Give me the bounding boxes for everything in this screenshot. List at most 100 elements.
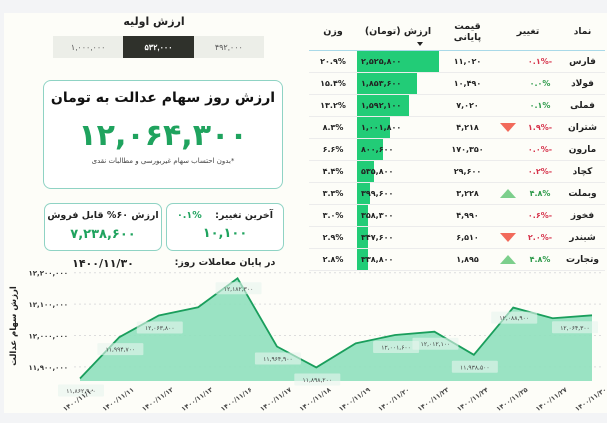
cell-value-text: ۵۳۵,۸۰۰ bbox=[361, 167, 394, 176]
cell-symbol: فارس bbox=[569, 56, 596, 67]
last-change-label: آخرین تغییر: bbox=[215, 210, 273, 221]
sellable-value-amount: ۷,۲۳۸,۶۰۰ bbox=[70, 227, 136, 242]
data-label: ۱۲,۰۸۸,۹۰۰ bbox=[499, 315, 529, 322]
data-label-bg bbox=[552, 321, 598, 334]
cell-trend bbox=[496, 233, 520, 242]
data-label: ۱۱,۹۳۸,۵۰۰ bbox=[460, 364, 490, 371]
x-tick-label: ۱۴۰۰/۱۱/۲۳ bbox=[416, 386, 451, 413]
cell-final-price: ۶,۵۱۰ bbox=[456, 233, 479, 242]
cell-change: -۰.۱% bbox=[527, 57, 553, 66]
cell-change: -۲.۰% bbox=[527, 233, 553, 242]
data-label: ۱۱,۸۹۸,۲۰۰ bbox=[303, 377, 333, 384]
x-tick-label: ۱۴۰۰/۱۱/۳۰ bbox=[574, 386, 607, 413]
data-label: ۱۲,۰۱۲,۱۰۰ bbox=[421, 341, 451, 348]
data-label: ۱۱,۹۶۴,۹۰۰ bbox=[263, 356, 293, 363]
cell-change: -۱.۹% bbox=[527, 123, 553, 132]
end-of-day-date: ۱۴۰۰/۱۱/۳۰ bbox=[72, 257, 134, 270]
table-row[interactable]: فارس -۰.۱% ۱۱,۰۲۰ ۲,۵۲۵,۸۰۰ ۲۰.۹% bbox=[309, 51, 605, 73]
data-label: ۱۱,۸۶۲,۹۰۰ bbox=[66, 388, 96, 395]
value-bar bbox=[357, 117, 390, 138]
table-row[interactable]: فخوز -۰.۶% ۴,۹۹۰ ۳۵۸,۳۰۰ ۳.۰% bbox=[309, 205, 605, 227]
value-bar bbox=[357, 51, 439, 72]
table-row[interactable]: مارون -۰.۰% ۱۷۰,۳۵۰ ۸۰۰,۶۰۰ ۶.۶% bbox=[309, 139, 605, 161]
value-bar bbox=[357, 205, 369, 226]
cell-weight: ۴.۴% bbox=[322, 167, 344, 176]
table-row[interactable]: وتجارت ۴.۸% ۱,۸۹۵ ۳۳۸,۸۰۰ ۲.۸% bbox=[309, 249, 605, 271]
table-row[interactable]: شبندر -۲.۰% ۶,۵۱۰ ۳۴۷,۶۰۰ ۲.۹% bbox=[309, 227, 605, 249]
cell-weight: ۶.۶% bbox=[322, 145, 344, 154]
table-row[interactable]: فولاد ۰.۰% ۱۰,۴۹۰ ۱,۸۵۳,۶۰۰ ۱۵.۴% bbox=[309, 73, 605, 95]
cell-value: ۱,۵۹۲,۱۰۰ bbox=[357, 95, 439, 116]
cell-symbol: فولاد bbox=[571, 78, 594, 89]
value-bar bbox=[357, 95, 409, 116]
table-row[interactable]: وبملت ۴.۸% ۳,۲۲۸ ۳۹۹,۶۰۰ ۳.۳% bbox=[309, 183, 605, 205]
cell-final-price: ۴,۹۹۰ bbox=[456, 211, 479, 220]
cell-trend bbox=[496, 189, 520, 198]
sellable-value-card: ارزش ۶۰% قابل فروش ۷,۲۳۸,۶۰۰ bbox=[44, 203, 162, 251]
cell-value: ۲,۵۲۵,۸۰۰ bbox=[357, 51, 439, 72]
cell-value-text: ۲,۵۲۵,۸۰۰ bbox=[361, 57, 402, 66]
value-bar bbox=[357, 73, 417, 94]
initial-value-option-1000000[interactable]: ۱,۰۰۰,۰۰۰ bbox=[53, 36, 124, 58]
daily-value-note: *بدون احتساب سهام غیربورسی و مطالبات نقد… bbox=[91, 157, 235, 165]
down-arrow-icon bbox=[500, 233, 516, 242]
cell-weight: ۸.۳% bbox=[322, 123, 344, 132]
cell-final-price: ۱۱,۰۲۰ bbox=[453, 57, 482, 66]
y-axis-label: ارزش سهام عدالت bbox=[9, 286, 19, 366]
x-tick-label: ۱۴۰۰/۱۱/۱۲ bbox=[140, 386, 175, 413]
cell-final-price: ۲۹,۶۰۰ bbox=[453, 167, 482, 176]
cell-change: ۰.۱% bbox=[529, 101, 551, 110]
x-tick-label: ۱۴۰۰/۱۱/۱۹ bbox=[337, 386, 372, 413]
sellable-value-label: ارزش ۶۰% قابل فروش bbox=[47, 210, 159, 221]
initial-value-option-532000[interactable]: ۵۳۲,۰۰۰ bbox=[123, 36, 194, 58]
data-label-bg bbox=[254, 352, 301, 365]
cell-change: ۴.۸% bbox=[529, 189, 551, 198]
header-symbol[interactable]: نماد bbox=[573, 26, 592, 37]
data-label: ۱۲,۰۶۴,۳۰۰ bbox=[560, 325, 590, 332]
sort-desc-icon bbox=[417, 42, 423, 46]
daily-value-card: ارزش روز سهام عدالت به تومان ۱۲,۰۶۴,۳۰۰ … bbox=[43, 80, 283, 189]
cell-value: ۱,۰۰۱,۸۰۰ bbox=[357, 117, 439, 138]
y-tick-label: ۱۲,۱۰۰,۰۰۰ bbox=[29, 301, 69, 309]
cell-weight: ۳.۳% bbox=[322, 189, 344, 198]
end-of-day-label: در پایان معاملات روز: bbox=[174, 257, 276, 268]
value-bar bbox=[357, 161, 375, 182]
table-row[interactable]: کچاد -۰.۲% ۲۹,۶۰۰ ۵۳۵,۸۰۰ ۴.۴% bbox=[309, 161, 605, 183]
header-final-price[interactable]: قیمت پایانی bbox=[453, 20, 482, 43]
header-weight[interactable]: وزن bbox=[323, 26, 343, 37]
holdings-table: نماد تغییر قیمت پایانی ارزش (تومان) وزن … bbox=[309, 13, 605, 271]
table-row[interactable]: فملی ۰.۱% ۷,۰۲۰ ۱,۵۹۲,۱۰۰ ۱۳.۲% bbox=[309, 95, 605, 117]
header-change[interactable]: تغییر bbox=[516, 26, 540, 37]
area-fill bbox=[80, 278, 592, 381]
cell-trend bbox=[496, 255, 520, 264]
cell-value-text: ۳۳۸,۸۰۰ bbox=[361, 255, 394, 264]
value-bar bbox=[357, 183, 371, 204]
cell-change: -۰.۶% bbox=[527, 211, 553, 220]
data-label-bg bbox=[373, 340, 420, 353]
cell-weight: ۲.۸% bbox=[322, 255, 344, 264]
data-label-bg bbox=[294, 373, 341, 386]
value-bar bbox=[357, 139, 384, 160]
data-label: ۱۲,۰۶۳,۸۰۰ bbox=[145, 325, 175, 332]
last-change-amount: ۱۰,۱۰۰ bbox=[202, 226, 248, 241]
initial-value-option-492000[interactable]: ۴۹۲,۰۰۰ bbox=[193, 36, 264, 58]
x-tick-label: ۱۴۰۰/۱۱/۲۰ bbox=[377, 386, 411, 413]
initial-value-selector: ۱,۰۰۰,۰۰۰ ۵۳۲,۰۰۰ ۴۹۲,۰۰۰ bbox=[53, 36, 264, 58]
cell-symbol: مارون bbox=[568, 144, 597, 155]
table-body: فارس -۰.۱% ۱۱,۰۲۰ ۲,۵۲۵,۸۰۰ ۲۰.۹% فولاد … bbox=[309, 51, 605, 271]
cell-value: ۵۳۵,۸۰۰ bbox=[357, 161, 439, 182]
cell-symbol: شبندر bbox=[569, 232, 596, 243]
table-row[interactable]: شتران -۱.۹% ۴,۲۱۸ ۱,۰۰۱,۸۰۰ ۸.۳% bbox=[309, 117, 605, 139]
data-label-bg bbox=[136, 321, 183, 334]
header-value[interactable]: ارزش (تومان) bbox=[357, 13, 439, 50]
x-tick-label: ۱۴۰۰/۱۱/۱۸ bbox=[298, 386, 333, 413]
cell-value: ۱,۸۵۳,۶۰۰ bbox=[357, 73, 439, 94]
cell-value: ۳۹۹,۶۰۰ bbox=[357, 183, 439, 204]
cell-value-text: ۳۹۹,۶۰۰ bbox=[361, 189, 394, 198]
up-arrow-icon bbox=[500, 255, 516, 264]
cell-change: ۴.۸% bbox=[529, 255, 551, 264]
data-label-bg bbox=[58, 384, 104, 397]
down-arrow-icon bbox=[500, 123, 516, 132]
cell-symbol: فخوز bbox=[570, 210, 595, 221]
data-label-bg bbox=[451, 360, 498, 373]
